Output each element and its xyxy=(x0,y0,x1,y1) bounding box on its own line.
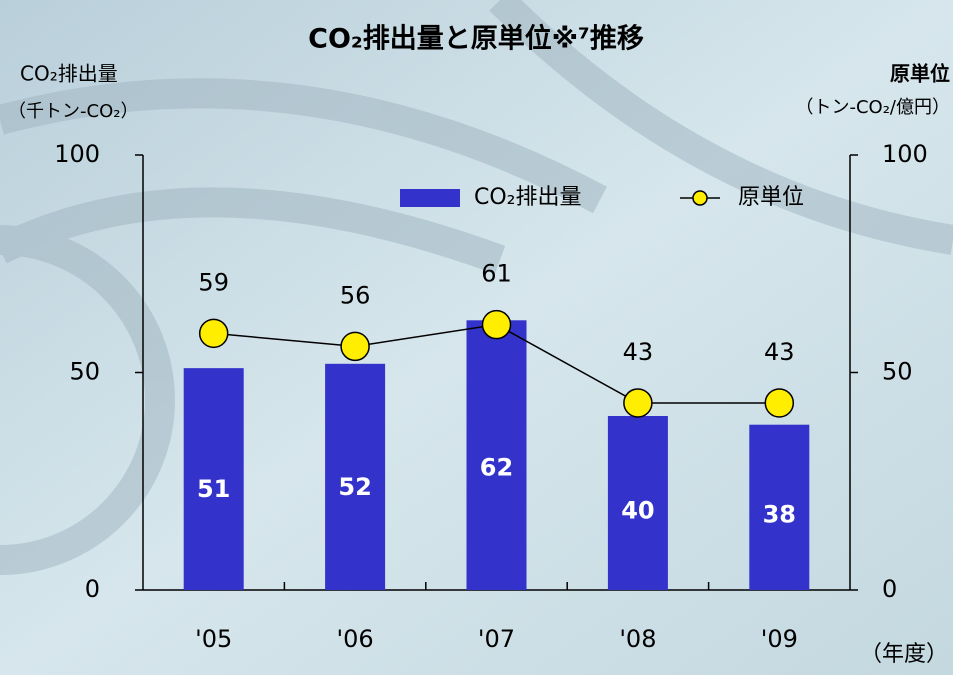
legend-label: CO₂排出量 xyxy=(474,185,582,210)
y-axis-label: （千トン‐CO₂） xyxy=(8,101,138,122)
line-marker xyxy=(623,388,653,418)
x-axis-unit: （年度） xyxy=(860,642,948,667)
x-tick-label: '05 xyxy=(195,625,232,653)
y-tick-label: 100 xyxy=(54,140,100,168)
bar xyxy=(183,368,244,590)
bar-value-label: 38 xyxy=(763,501,796,529)
bar xyxy=(325,363,386,590)
line-marker xyxy=(764,388,795,418)
legend-swatch xyxy=(692,190,708,206)
y-tick-label: 50 xyxy=(69,358,100,386)
x-tick-label: '07 xyxy=(478,625,515,653)
y2-tick-label: 50 xyxy=(882,358,913,386)
y2-tick-label: 100 xyxy=(882,140,928,168)
y2-tick-label: 0 xyxy=(882,575,897,603)
line-value-label: 43 xyxy=(764,338,795,366)
y-tick-label: 0 xyxy=(85,575,100,603)
legend-label: 原単位 xyxy=(738,185,804,210)
background-decoration xyxy=(0,0,953,575)
chart-title: CO₂排出量と原単位※⁷推移 xyxy=(308,23,644,55)
y2-axis-label: （トン‐CO₂/億円） xyxy=(795,97,950,118)
y2-axis-label: 原単位 xyxy=(890,62,950,86)
line-value-label: 56 xyxy=(340,281,371,309)
x-tick-label: '06 xyxy=(337,625,374,653)
bar-value-label: 62 xyxy=(480,454,513,482)
x-tick-label: '08 xyxy=(619,625,656,653)
y-axis-label: CO₂排出量 xyxy=(20,62,118,86)
bar xyxy=(749,424,810,590)
bar-value-label: 40 xyxy=(621,497,654,525)
line-marker xyxy=(340,331,370,362)
bar-value-label: 51 xyxy=(197,475,230,503)
bar-value-label: 52 xyxy=(338,473,371,501)
legend-swatch xyxy=(400,189,460,207)
x-tick-label: '09 xyxy=(761,625,798,653)
line-marker xyxy=(198,318,229,349)
bar xyxy=(607,416,668,590)
line-value-label: 43 xyxy=(623,338,654,366)
bar xyxy=(466,320,527,590)
line-marker xyxy=(481,309,512,340)
line-value-label: 61 xyxy=(481,260,512,288)
line-value-label: 59 xyxy=(198,268,229,296)
